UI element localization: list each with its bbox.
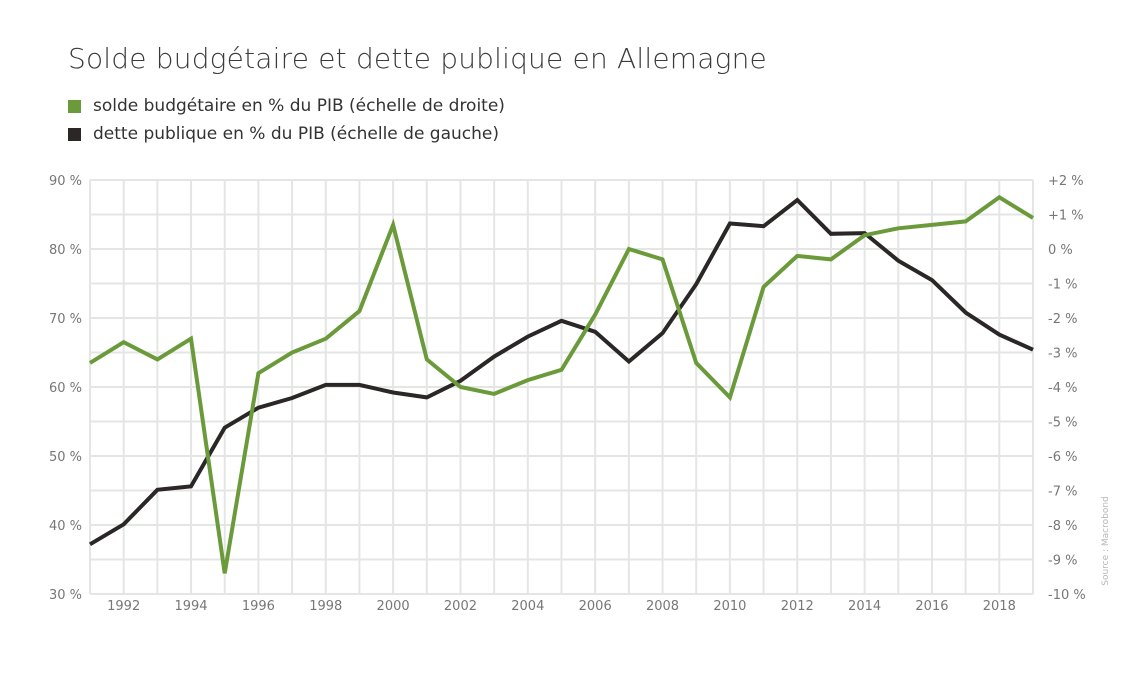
y-right-tick-label: +1 % <box>1048 209 1084 224</box>
legend-item-public-debt: dette publique en % du PIB (échelle de g… <box>68 120 505 148</box>
y-right-tick-label: +2 % <box>1048 174 1084 189</box>
x-tick-label: 2014 <box>848 599 881 614</box>
chart-title: Solde budgétaire et dette publique en Al… <box>68 42 767 75</box>
legend-swatch-budget-balance <box>68 99 81 113</box>
x-tick-label: 2008 <box>646 599 679 614</box>
legend-item-budget-balance: solde budgétaire en % du PIB (échelle de… <box>68 92 505 120</box>
x-tick-label: 2006 <box>579 599 612 614</box>
y-left-tick-label: 80 % <box>49 243 82 258</box>
x-tick-label: 1998 <box>309 599 342 614</box>
y-left-tick-label: 40 % <box>49 519 82 534</box>
series-line-public-debt <box>88 197 1034 547</box>
y-left-tick-label: 70 % <box>49 312 82 327</box>
x-tick-label: 2004 <box>511 599 544 614</box>
y-right-tick-label: -5 % <box>1048 416 1077 431</box>
y-right-tick-label: -3 % <box>1048 347 1077 362</box>
y-right-tick-label: -4 % <box>1048 381 1077 396</box>
source-label: Source : Macrobond <box>1101 496 1111 586</box>
y-right-tick-label: 0 % <box>1048 243 1073 258</box>
series-line-budget-balance <box>88 194 1035 574</box>
legend: solde budgétaire en % du PIB (échelle de… <box>68 92 505 148</box>
y-right-tick-label: -10 % <box>1048 588 1086 603</box>
y-left-tick-label: 30 % <box>49 588 82 603</box>
y-left-tick-label: 90 % <box>49 174 82 189</box>
y-right-tick-label: -1 % <box>1048 278 1077 293</box>
y-right-tick-label: -8 % <box>1048 519 1077 534</box>
x-tick-label: 1992 <box>107 599 140 614</box>
x-tick-label: 2010 <box>713 599 746 614</box>
x-tick-label: 1994 <box>174 599 207 614</box>
x-tick-label: 2018 <box>983 599 1016 614</box>
y-right-tick-label: -7 % <box>1048 485 1077 500</box>
y-left-tick-label: 60 % <box>49 381 82 396</box>
y-left-tick-label: 50 % <box>49 450 82 465</box>
legend-label-public-debt: dette publique en % du PIB (échelle de g… <box>93 124 499 144</box>
y-right-tick-label: -2 % <box>1048 312 1077 327</box>
x-tick-label: 2012 <box>781 599 814 614</box>
x-tick-label: 1996 <box>242 599 275 614</box>
x-tick-label: 2002 <box>444 599 477 614</box>
x-tick-label: 2000 <box>377 599 410 614</box>
y-right-tick-label: -9 % <box>1048 554 1077 569</box>
legend-label-budget-balance: solde budgétaire en % du PIB (échelle de… <box>93 96 505 116</box>
x-tick-label: 2016 <box>915 599 948 614</box>
legend-swatch-public-debt <box>68 127 81 141</box>
y-right-tick-label: -6 % <box>1048 450 1077 465</box>
